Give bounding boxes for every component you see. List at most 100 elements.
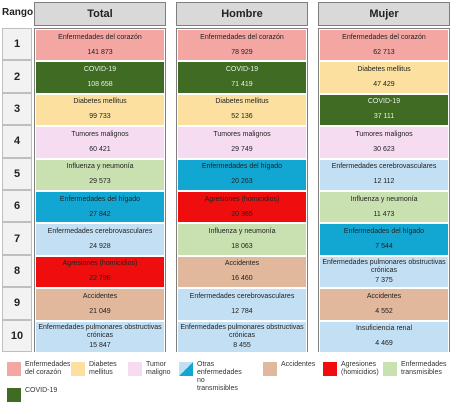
cause-label: COVID-19 (367, 98, 401, 106)
legend-swatch (6, 361, 22, 377)
cell-total-rank-5: Influenza y neumonía 29 573 (35, 158, 165, 191)
cause-label: Enfermedades del corazón (200, 33, 284, 41)
death-count: 21 049 (89, 307, 111, 315)
cause-label: Enfermedades del corazón (58, 33, 142, 41)
legend-label: Diabetes mellitus (89, 361, 117, 376)
legend-swatch (382, 361, 398, 377)
rank-9: 9 (2, 287, 32, 320)
cause-label: Enfermedades pulmonares obstructivas cró… (38, 323, 162, 339)
death-count: 7 375 (375, 276, 393, 284)
cause-label: Accidentes (82, 292, 118, 300)
rank-4: 4 (2, 125, 32, 158)
column-header-hombre: Hombre (176, 2, 308, 26)
legend-swatch (6, 387, 22, 403)
death-count: 29 749 (231, 145, 253, 153)
legend-item-accidentes: Accidentes (262, 361, 323, 377)
cause-label: Enfermedades cerebrovasculares (189, 292, 295, 300)
death-count: 29 573 (89, 178, 111, 186)
legend-item-agresiones: Agresiones (homicidios) (322, 361, 383, 377)
legend-swatch (70, 361, 86, 377)
cell-total-rank-8: Agresiones (homicidios) 22 798 (35, 255, 165, 289)
cell-total-rank-9: Accidentes 21 049 (35, 288, 165, 321)
death-count: 71 419 (231, 81, 253, 89)
death-count: 108 658 (87, 81, 113, 89)
column-mujer: Enfermedades del corazón 62 713 Diabetes m… (318, 28, 450, 353)
legend-swatch (262, 361, 278, 377)
cell-hombre-rank-9: Enfermedades cerebrovasculares 12 784 (177, 288, 307, 321)
death-count: 18 063 (231, 243, 253, 251)
cause-label: Agresiones (homicidios) (62, 260, 138, 268)
death-count: 12 112 (373, 178, 395, 186)
cause-label: Diabetes mellitus (73, 98, 127, 106)
legend-item-transmisibles: Enfermedades transmisibles (382, 361, 465, 377)
legend-label: COVID-19 (25, 387, 58, 394)
cell-hombre-rank-6: Agresiones (homicidios) 20 365 (177, 191, 307, 224)
cell-total-rank-4: Tumores malignos 60 421 (35, 126, 165, 159)
cell-mujer-rank-1: Enfermedades del corazón 62 713 (319, 29, 449, 62)
cell-mujer-rank-5: Enfermedades cerebrovasculares 12 112 (319, 158, 449, 191)
death-count: 141 873 (87, 48, 113, 56)
cause-label: COVID-19 (225, 66, 259, 74)
legend-label: Agresiones (homicidios) (341, 361, 379, 376)
column-header-mujer: Mujer (318, 2, 450, 26)
cell-hombre-rank-3: Diabetes mellitus 52 136 (177, 93, 307, 127)
cause-label: Tumores malignos (355, 130, 413, 138)
cause-label: Diabetes mellitus (215, 98, 269, 106)
cause-label: Diabetes mellitus (357, 66, 411, 74)
cell-total-rank-1: Enfermedades del corazón 141 873 (35, 29, 165, 62)
legend-label: Accidentes (281, 361, 316, 368)
death-count: 12 784 (231, 307, 253, 315)
death-count: 27 842 (89, 210, 111, 218)
cause-label: Influenza y neumonía (66, 163, 134, 171)
death-count: 16 460 (231, 275, 253, 283)
death-count: 7 544 (375, 243, 393, 251)
cell-mujer-rank-6: Influenza y neumonía 11 473 (319, 191, 449, 224)
cell-mujer-rank-2: Diabetes mellitus 47 429 (319, 61, 449, 94)
cause-label: Enfermedades del hígado (59, 195, 141, 203)
legend-label: Otras enfermedades no transmisibles (197, 361, 242, 392)
cause-label: Tumores malignos (213, 130, 271, 138)
cause-label: Enfermedades del hígado (201, 163, 283, 171)
rank-8: 8 (2, 254, 32, 288)
cell-total-rank-2: COVID-19 108 658 (35, 61, 165, 94)
death-count: 15 847 (89, 341, 111, 349)
rank-10: 10 (2, 319, 32, 352)
rank-header: Rango (2, 7, 34, 18)
death-count: 78 929 (231, 48, 253, 56)
cell-mujer-rank-4: Tumores malignos 30 623 (319, 126, 449, 159)
death-count: 52 136 (231, 113, 253, 121)
death-count: 4 552 (375, 307, 393, 315)
legend-item-corazon: Enfermedades del corazón (6, 361, 71, 377)
cell-mujer-rank-3: COVID-19 37 111 (319, 93, 449, 127)
rank-1: 1 (2, 28, 32, 61)
rank-3: 3 (2, 92, 32, 126)
cause-label: Insuficiencia renal (355, 325, 413, 333)
cause-label: Influenza y neumonía (208, 228, 276, 236)
cell-total-rank-10: Enfermedades pulmonares obstructivas cró… (35, 320, 165, 353)
cause-label: COVID-19 (83, 66, 117, 74)
death-count: 62 713 (373, 48, 395, 56)
death-count: 4 469 (375, 340, 393, 348)
cause-label: Enfermedades del corazón (342, 33, 426, 41)
death-count: 24 928 (89, 243, 111, 251)
cause-label: Accidentes (366, 292, 402, 300)
cause-label: Enfermedades pulmonares obstructivas cró… (322, 258, 446, 274)
cell-mujer-rank-7: Enfermedades del hígado 7 544 (319, 223, 449, 256)
cell-total-rank-7: Enfermedades cerebrovasculares 24 928 (35, 223, 165, 256)
cause-label: Influenza y neumonía (350, 195, 418, 203)
legend-swatch (127, 361, 143, 377)
death-count: 60 421 (89, 145, 111, 153)
death-count: 30 623 (373, 145, 395, 153)
death-count: 99 733 (89, 113, 111, 121)
legend-swatch (178, 361, 194, 377)
cell-hombre-rank-2: COVID-19 71 419 (177, 61, 307, 94)
legend-label: Enfermedades del corazón (25, 361, 71, 376)
cell-hombre-rank-5: Enfermedades del hígado 20 263 (177, 158, 307, 191)
cell-mujer-rank-10: Insuficiencia renal 4 469 (319, 320, 449, 353)
cell-mujer-rank-9: Accidentes 4 552 (319, 288, 449, 321)
legend-item-tumor: Tumor maligno (127, 361, 174, 377)
death-count: 20 263 (231, 178, 253, 186)
cause-label: Tumores malignos (71, 130, 129, 138)
cell-total-rank-3: Diabetes mellitus 99 733 (35, 93, 165, 127)
cell-hombre-rank-4: Tumores malignos 29 749 (177, 126, 307, 159)
